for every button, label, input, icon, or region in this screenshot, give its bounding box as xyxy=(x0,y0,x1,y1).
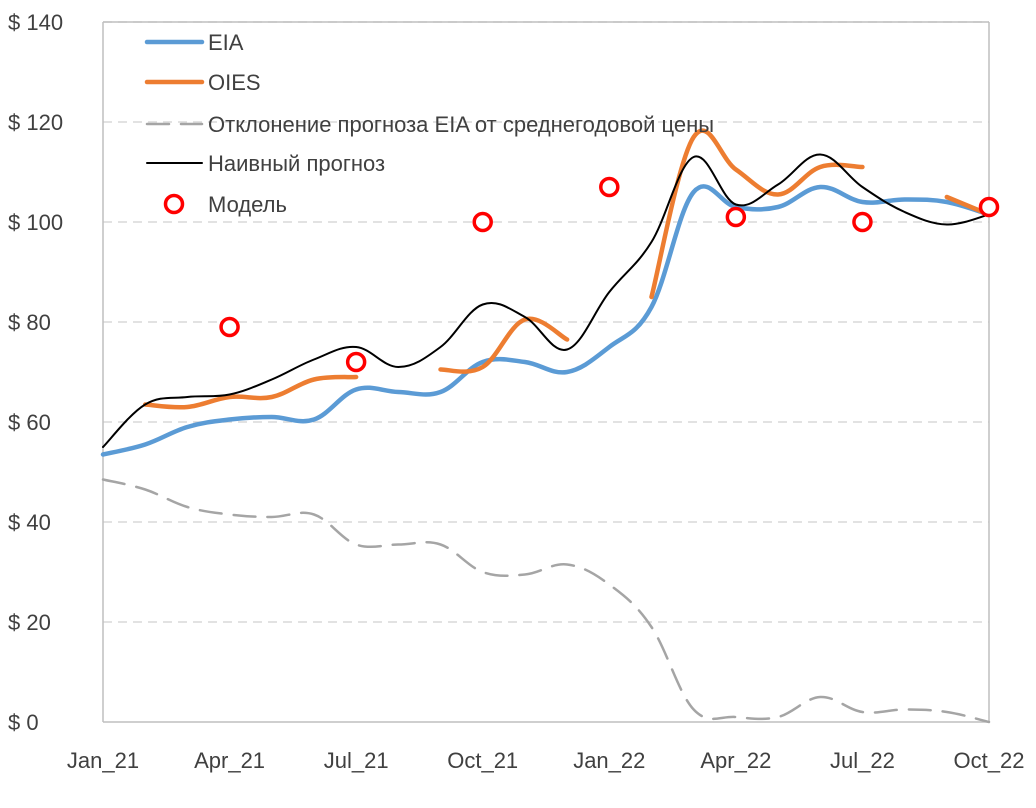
legend-item: Модель xyxy=(163,192,287,217)
series-line-segment xyxy=(102,153,990,448)
y-tick-label: $ 100 xyxy=(8,210,63,235)
series-line-segment xyxy=(142,374,359,410)
series-2 xyxy=(101,478,991,724)
legend-item: Наивный прогноз xyxy=(146,151,385,176)
y-tick-label: $ 0 xyxy=(8,710,39,735)
model-marker xyxy=(725,206,747,228)
x-tick-label: Apr_21 xyxy=(194,748,265,773)
x-tick-labels: Jan_21 Apr_21 Jul_21 Oct_21 Jan_22 Apr_22 Jul_… xyxy=(67,748,1025,773)
model-marker xyxy=(599,176,620,198)
model-marker xyxy=(978,196,1000,218)
legend-label: Наивный прогноз xyxy=(208,151,385,176)
y-tick-labels: $ 0 $ 20 $ 40 $ 60 $ 80 $ 100 $ 120 $ 140 xyxy=(8,10,63,735)
model-marker xyxy=(219,316,240,338)
x-tick-label: Jan_22 xyxy=(573,748,645,773)
x-tick-label: Apr_22 xyxy=(700,748,771,773)
series-3 xyxy=(102,153,990,448)
x-tick-label: Jul_21 xyxy=(324,748,389,773)
series-line-segment xyxy=(438,316,570,374)
y-tick-label: $ 140 xyxy=(8,10,63,35)
y-tick-label: $ 120 xyxy=(8,110,63,135)
series-4 xyxy=(219,176,1000,373)
series-0 xyxy=(100,184,992,457)
legend-label: EIA xyxy=(208,30,244,55)
legend-label: Модель xyxy=(208,192,287,217)
x-tick-label: Oct_22 xyxy=(954,748,1025,773)
legend-label: Отклонение прогноза EIA от среднегодовой… xyxy=(208,112,714,137)
y-tick-label: $ 20 xyxy=(8,610,51,635)
y-tick-label: $ 40 xyxy=(8,510,51,535)
model-marker xyxy=(852,211,873,233)
model-marker xyxy=(345,351,367,373)
model-marker xyxy=(472,211,493,233)
series-line-segment xyxy=(100,184,992,457)
legend: EIA OIES Отклонение прогноза EIA от средне… xyxy=(144,30,714,217)
y-tick-label: $ 60 xyxy=(8,410,51,435)
x-tick-label: Oct_21 xyxy=(447,748,518,773)
series-line-segment xyxy=(101,478,991,724)
legend-item: EIA xyxy=(144,30,244,55)
legend-marker xyxy=(163,193,185,215)
x-tick-label: Jul_22 xyxy=(830,748,895,773)
legend-label: OIES xyxy=(208,70,261,95)
x-tick-label: Jan_21 xyxy=(67,748,139,773)
axes xyxy=(102,21,990,723)
legend-item: OIES xyxy=(144,70,261,95)
series-line-segment xyxy=(649,128,865,300)
series xyxy=(100,128,1000,724)
y-tick-label: $ 80 xyxy=(8,310,51,335)
legend-item: Отклонение прогноза EIA от среднегодовой… xyxy=(145,112,714,137)
